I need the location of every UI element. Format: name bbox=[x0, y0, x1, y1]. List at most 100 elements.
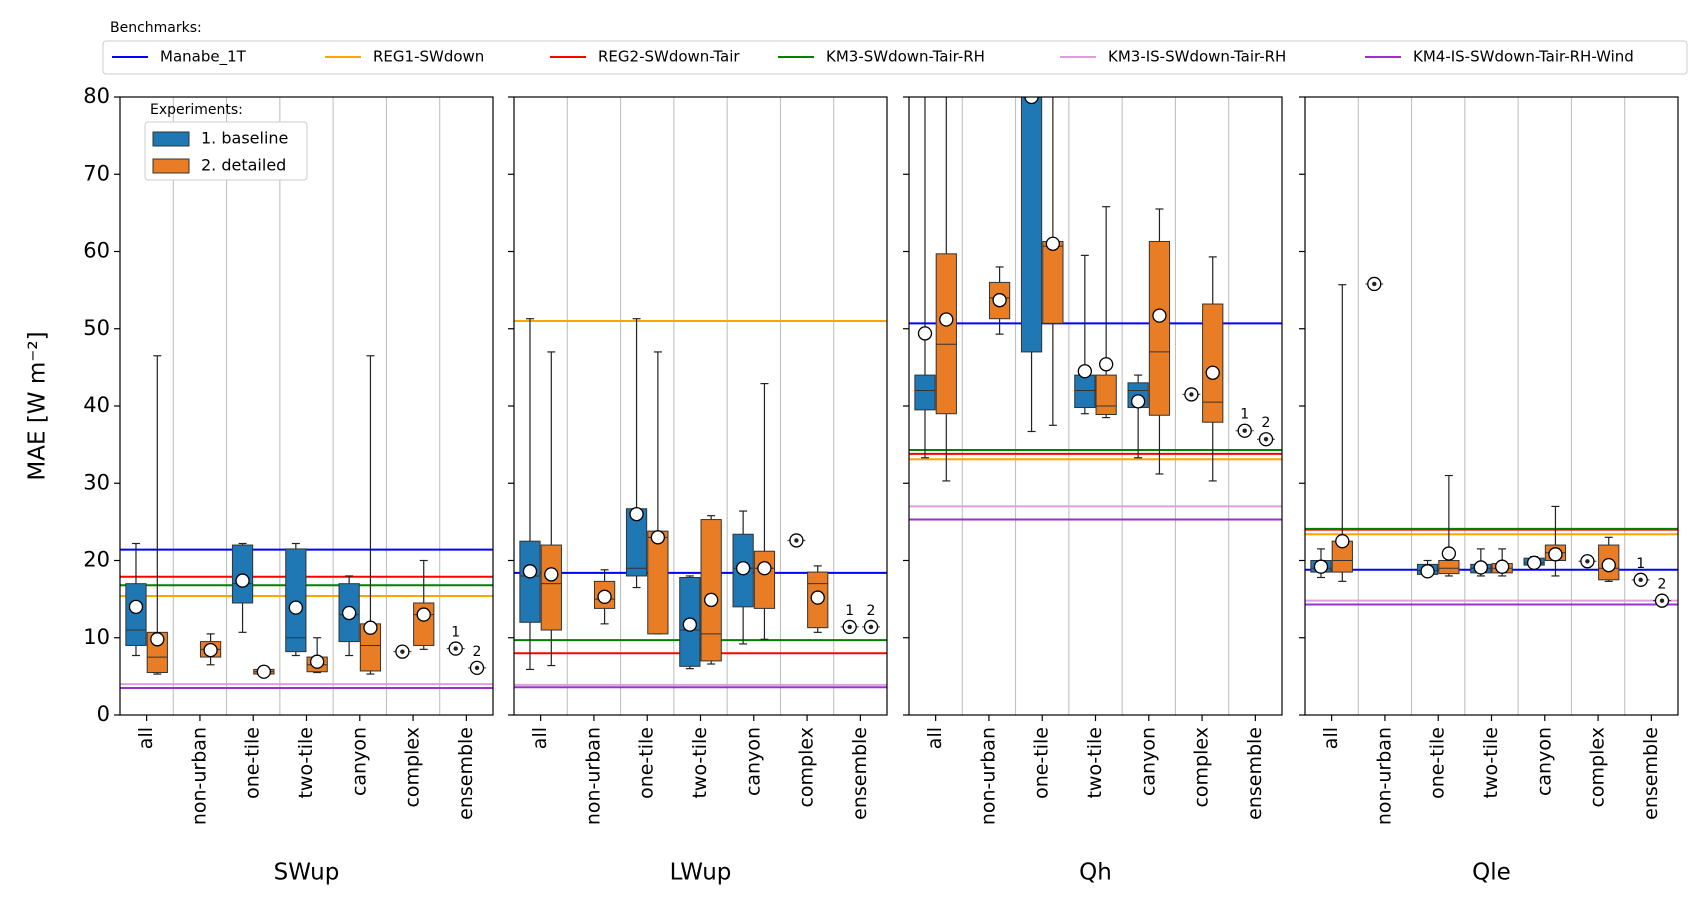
box bbox=[285, 548, 307, 653]
ensemble-annotation: 2 bbox=[1658, 577, 1667, 593]
legend-label: KM4-IS-SWdown-Tair-RH-Wind bbox=[1413, 48, 1634, 66]
x-tick-label: all bbox=[135, 727, 157, 749]
mean-marker bbox=[1205, 365, 1220, 380]
point bbox=[1263, 437, 1269, 442]
mean-marker bbox=[917, 326, 933, 341]
point bbox=[1659, 598, 1665, 603]
ensemble-annotation: 1 bbox=[1240, 407, 1249, 423]
x-tick-label: ensemble bbox=[849, 727, 871, 820]
y-tick-label: 30 bbox=[83, 470, 110, 494]
mean-marker bbox=[629, 507, 644, 522]
mean-marker bbox=[1077, 364, 1092, 379]
box bbox=[1148, 240, 1171, 416]
y-axis-label: MAE [W m⁻²] bbox=[25, 331, 51, 480]
y-tick-label: 0 bbox=[97, 702, 110, 726]
x-tick-label: two-tile bbox=[295, 727, 317, 799]
x-axis-label: LWup bbox=[670, 860, 732, 886]
x-tick-label: ensemble bbox=[1640, 727, 1662, 820]
x-tick-label: one-tile bbox=[636, 727, 658, 799]
mean-marker bbox=[1441, 546, 1457, 561]
x-tick-label: non-urban bbox=[977, 727, 999, 825]
point bbox=[400, 649, 405, 654]
x-tick-label: complex bbox=[1587, 727, 1609, 808]
mean-marker bbox=[1335, 534, 1350, 549]
x-tick-label: one-tile bbox=[242, 727, 264, 799]
y-tick-label: 80 bbox=[83, 84, 110, 108]
point bbox=[1585, 559, 1590, 564]
mean-marker bbox=[544, 567, 559, 582]
box bbox=[1042, 240, 1064, 324]
legend-label: 1. baseline bbox=[201, 129, 288, 148]
x-tick-label: all bbox=[1320, 727, 1342, 749]
legend-swatch bbox=[152, 158, 190, 174]
mean-marker bbox=[992, 293, 1007, 308]
x-tick-label: non-urban bbox=[582, 727, 604, 825]
x-tick-label: two-tile bbox=[1084, 727, 1106, 799]
mean-marker bbox=[1473, 560, 1488, 575]
x-tick-label: non-urban bbox=[188, 727, 210, 825]
x-tick-label: all bbox=[924, 727, 946, 749]
x-tick-label: complex bbox=[402, 727, 424, 808]
box bbox=[935, 253, 957, 415]
mean-marker bbox=[522, 564, 538, 579]
y-tick-label: 70 bbox=[83, 161, 110, 185]
x-tick-label: ensemble bbox=[1244, 727, 1266, 820]
x-tick-label: ensemble bbox=[455, 727, 477, 820]
point bbox=[1242, 428, 1247, 433]
mean-marker bbox=[288, 600, 303, 615]
mean-marker bbox=[1495, 559, 1510, 574]
x-tick-label: canyon bbox=[1137, 727, 1159, 796]
y-tick-label: 50 bbox=[83, 316, 110, 340]
mean-marker bbox=[363, 620, 378, 635]
mean-marker bbox=[341, 605, 357, 621]
plot-area: 12 bbox=[120, 97, 493, 715]
box bbox=[1438, 560, 1460, 575]
plot-area: 12 bbox=[909, 97, 1282, 715]
point bbox=[847, 624, 852, 630]
axes-frame bbox=[908, 96, 1283, 716]
x-tick-label: canyon bbox=[348, 727, 370, 796]
mean-marker bbox=[1099, 357, 1114, 372]
mean-marker bbox=[1045, 236, 1061, 251]
axes-frame bbox=[119, 96, 494, 716]
mean-marker bbox=[939, 312, 954, 327]
x-tick-label: two-tile bbox=[689, 727, 711, 799]
x-tick-label: complex bbox=[796, 727, 818, 808]
mean-marker bbox=[650, 530, 666, 545]
experiment-legend-title: Experiments: bbox=[150, 102, 243, 118]
box bbox=[700, 519, 722, 662]
x-axis-label: Qle bbox=[1472, 860, 1511, 886]
legend-label: KM3-SWdown-Tair-RH bbox=[826, 48, 985, 66]
x-tick-label: all bbox=[529, 727, 551, 749]
point bbox=[1372, 281, 1377, 287]
mean-marker bbox=[1420, 564, 1435, 579]
x-tick-label: one-tile bbox=[1031, 727, 1053, 799]
box bbox=[125, 583, 147, 646]
box bbox=[1095, 374, 1117, 415]
box bbox=[540, 544, 562, 631]
ensemble-annotation: 1 bbox=[451, 625, 460, 641]
ensemble-annotation: 1 bbox=[1636, 556, 1645, 572]
mean-marker bbox=[1313, 559, 1329, 574]
x-axis-label: SWup bbox=[274, 860, 340, 886]
legend-swatch bbox=[152, 131, 190, 147]
box bbox=[753, 550, 776, 609]
legend-label: Manabe_1T bbox=[160, 48, 247, 67]
x-axis-label: Qh bbox=[1079, 860, 1112, 886]
mean-marker bbox=[235, 573, 250, 588]
mean-marker bbox=[597, 589, 612, 604]
mean-marker bbox=[128, 599, 144, 614]
point bbox=[794, 538, 799, 543]
x-tick-label: canyon bbox=[742, 727, 764, 796]
x-tick-label: non-urban bbox=[1373, 727, 1395, 825]
mean-marker bbox=[1130, 394, 1146, 409]
box bbox=[914, 374, 936, 411]
mean-marker bbox=[735, 561, 751, 576]
point bbox=[1638, 577, 1643, 583]
x-tick-label: one-tile bbox=[1427, 727, 1449, 799]
legend-label: REG1-SWdown bbox=[373, 48, 484, 66]
mean-marker bbox=[1548, 547, 1563, 562]
mean-marker bbox=[704, 592, 719, 608]
